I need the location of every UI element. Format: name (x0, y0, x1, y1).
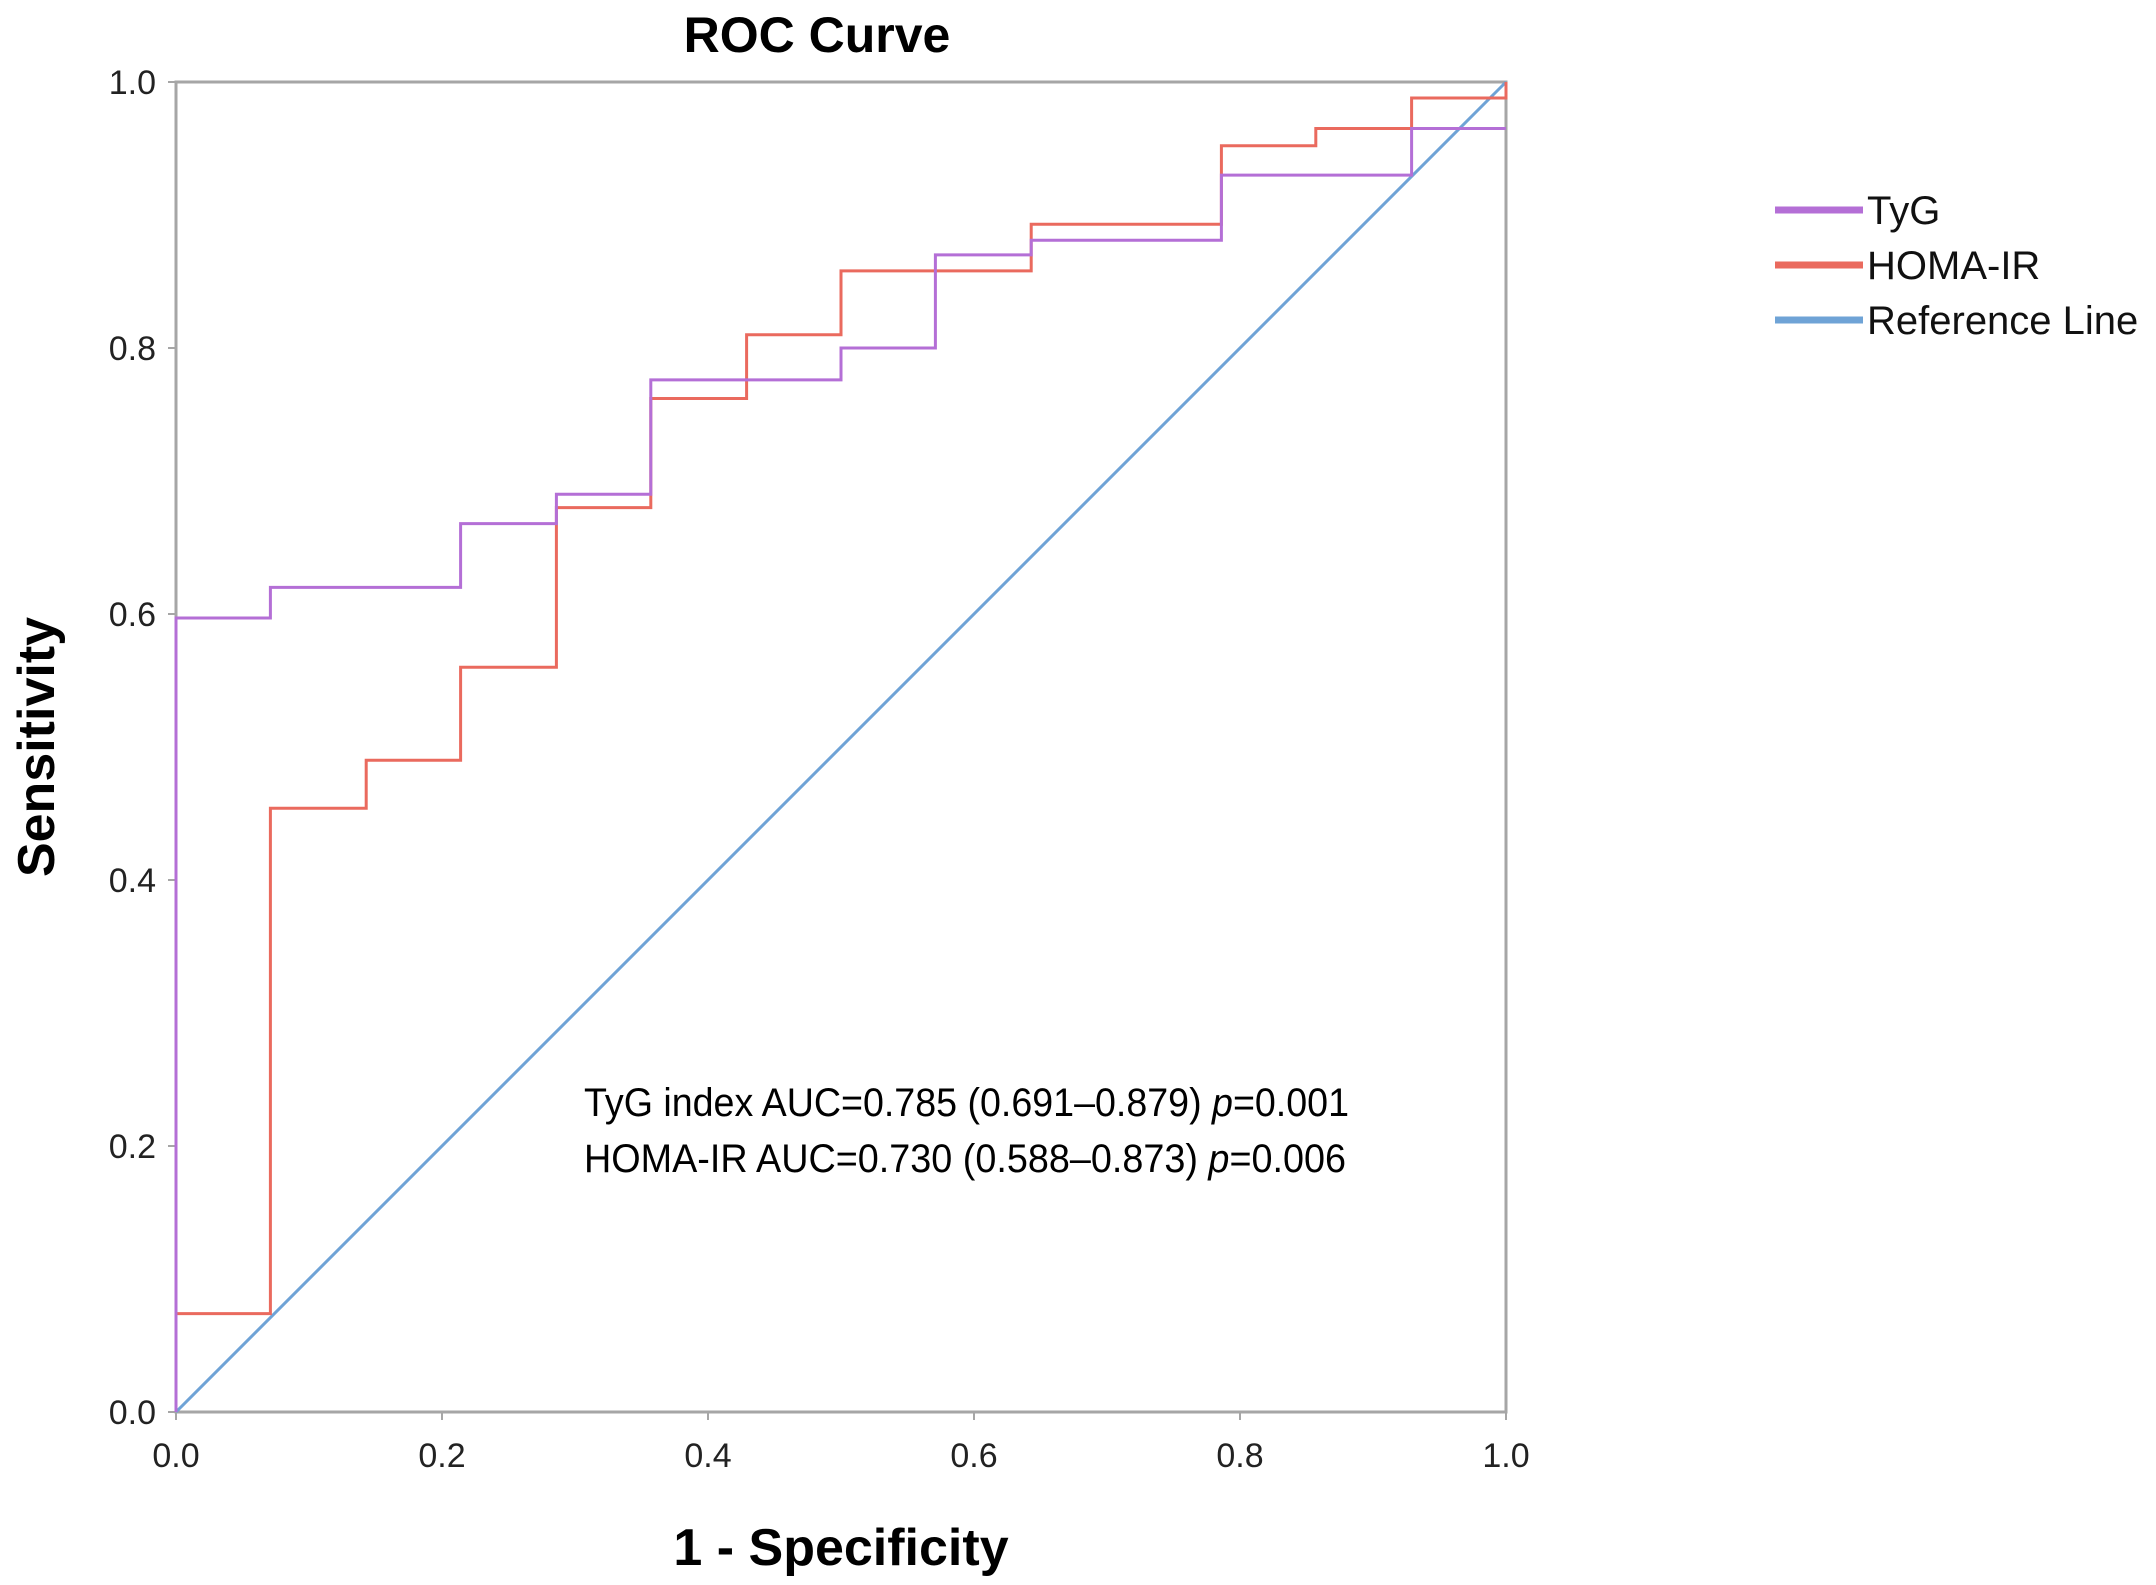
x-tick-label: 0.0 (152, 1437, 199, 1475)
legend-label-homa-ir: HOMA-IR (1867, 244, 2040, 288)
legend-label-tyg: TyG (1867, 189, 1940, 233)
y-tick-label: 0.4 (109, 862, 156, 900)
x-axis-label: 1 - Specificity (673, 1519, 1008, 1577)
annotation-homa-ir: HOMA-IR AUC=0.730 (0.588–0.873) p=0.006 (584, 1137, 1346, 1181)
legend-label-reference-line: Reference Line (1867, 299, 2138, 343)
x-tick-label: 0.2 (418, 1437, 465, 1475)
x-tick-label: 1.0 (1482, 1437, 1529, 1475)
y-tick-label: 1.0 (109, 64, 156, 102)
series-lines (174, 80, 1508, 1414)
y-tick-label: 0.8 (109, 330, 156, 368)
series-line-reference-line (174, 80, 1508, 1414)
y-tick-label: 0.0 (109, 1394, 156, 1432)
chart-title: ROC Curve (684, 7, 951, 63)
x-axis-ticks: 0.0 0.2 0.4 0.6 0.8 1.0 (152, 1412, 1530, 1475)
x-tick-label: 0.4 (684, 1437, 731, 1475)
y-axis-label: Sensitivity (8, 617, 66, 877)
x-tick-label: 0.8 (1216, 1437, 1263, 1475)
y-axis-ticks: 0.0 0.2 0.4 0.6 0.8 1.0 (109, 64, 176, 1432)
x-tick-label: 0.6 (950, 1437, 997, 1475)
series-line-tyg (174, 127, 1506, 1412)
y-tick-label: 0.6 (109, 596, 156, 634)
series-line-homa-ir (174, 82, 1508, 1412)
y-tick-label: 0.2 (109, 1128, 156, 1166)
legend: TyG HOMA-IR Reference Line (1775, 189, 2138, 343)
annotation-tyg: TyG index AUC=0.785 (0.691–0.879) p=0.00… (584, 1081, 1349, 1125)
